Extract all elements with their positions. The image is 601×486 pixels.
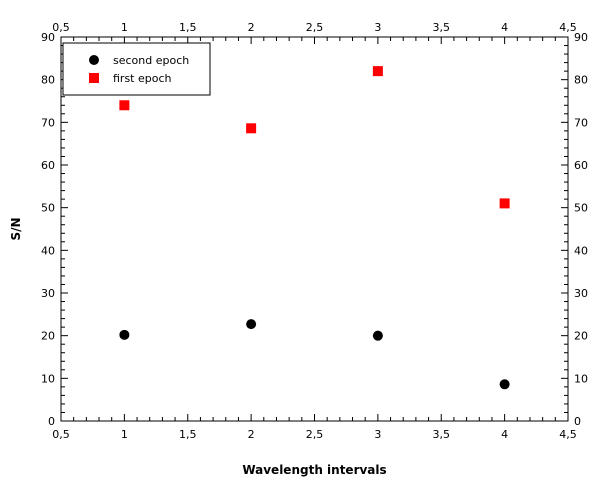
point-first-epoch [246,123,257,134]
x-top-tick-label: 4 [501,21,508,34]
x-tick-label: 2 [248,428,255,441]
y-right-tick-label: 40 [574,244,588,257]
legend-marker-first-epoch [89,73,99,83]
y-right-tick-label: 80 [574,74,588,87]
y-right-tick-label: 30 [574,287,588,300]
x-top-tick-label: 4,5 [559,21,577,34]
y-right-tick-label: 0 [574,415,581,428]
point-first-epoch [499,198,510,209]
legend-marker-second-epoch [89,55,99,65]
y-tick-label: 40 [41,244,55,257]
y-tick-label: 80 [41,74,55,87]
x-tick-label: 1 [121,428,128,441]
y-tick-label: 30 [41,287,55,300]
point-second-epoch [119,329,130,340]
x-tick-label: 4 [501,428,508,441]
y-right-tick-label: 20 [574,330,588,343]
y-tick-label: 70 [41,116,55,129]
point-first-epoch [119,100,130,111]
y-tick-label: 60 [41,159,55,172]
y-axis-title: S/N [9,217,23,240]
y-tick-label: 50 [41,202,55,215]
x-top-tick-label: 3,5 [433,21,451,34]
x-top-tick-label: 2 [248,21,255,34]
x-top-tick-label: 1 [121,21,128,34]
x-tick-label: 3,5 [433,428,451,441]
x-tick-label: 1,5 [179,428,197,441]
legend-label-first-epoch: first epoch [113,72,172,85]
y-right-tick-label: 90 [574,31,588,44]
point-second-epoch [499,379,510,390]
point-second-epoch [246,319,257,330]
y-right-tick-label: 50 [574,202,588,215]
x-axis-title: Wavelength intervals [242,463,386,477]
legend: second epoch first epoch [62,42,211,96]
axis-ticks [60,36,569,422]
y-tick-label: 10 [41,372,55,385]
x-tick-label: 4,5 [559,428,577,441]
x-top-tick-label: 1,5 [179,21,197,34]
y-tick-label: 20 [41,330,55,343]
point-second-epoch [372,330,383,341]
legend-label-second-epoch: second epoch [113,54,189,67]
x-tick-label: 3 [374,428,381,441]
y-right-tick-label: 60 [574,159,588,172]
y-right-tick-label: 70 [574,116,588,129]
x-top-tick-label: 3 [374,21,381,34]
y-tick-label: 0 [48,415,55,428]
point-first-epoch [372,66,383,77]
data-points [119,66,510,390]
x-top-tick-label: 2,5 [306,21,324,34]
y-tick-label: 90 [41,31,55,44]
legend-box [62,42,211,96]
x-tick-label: 2,5 [306,428,324,441]
x-top-tick-label: 0,5 [52,21,70,34]
y-right-tick-label: 10 [574,372,588,385]
x-tick-label: 0,5 [52,428,70,441]
